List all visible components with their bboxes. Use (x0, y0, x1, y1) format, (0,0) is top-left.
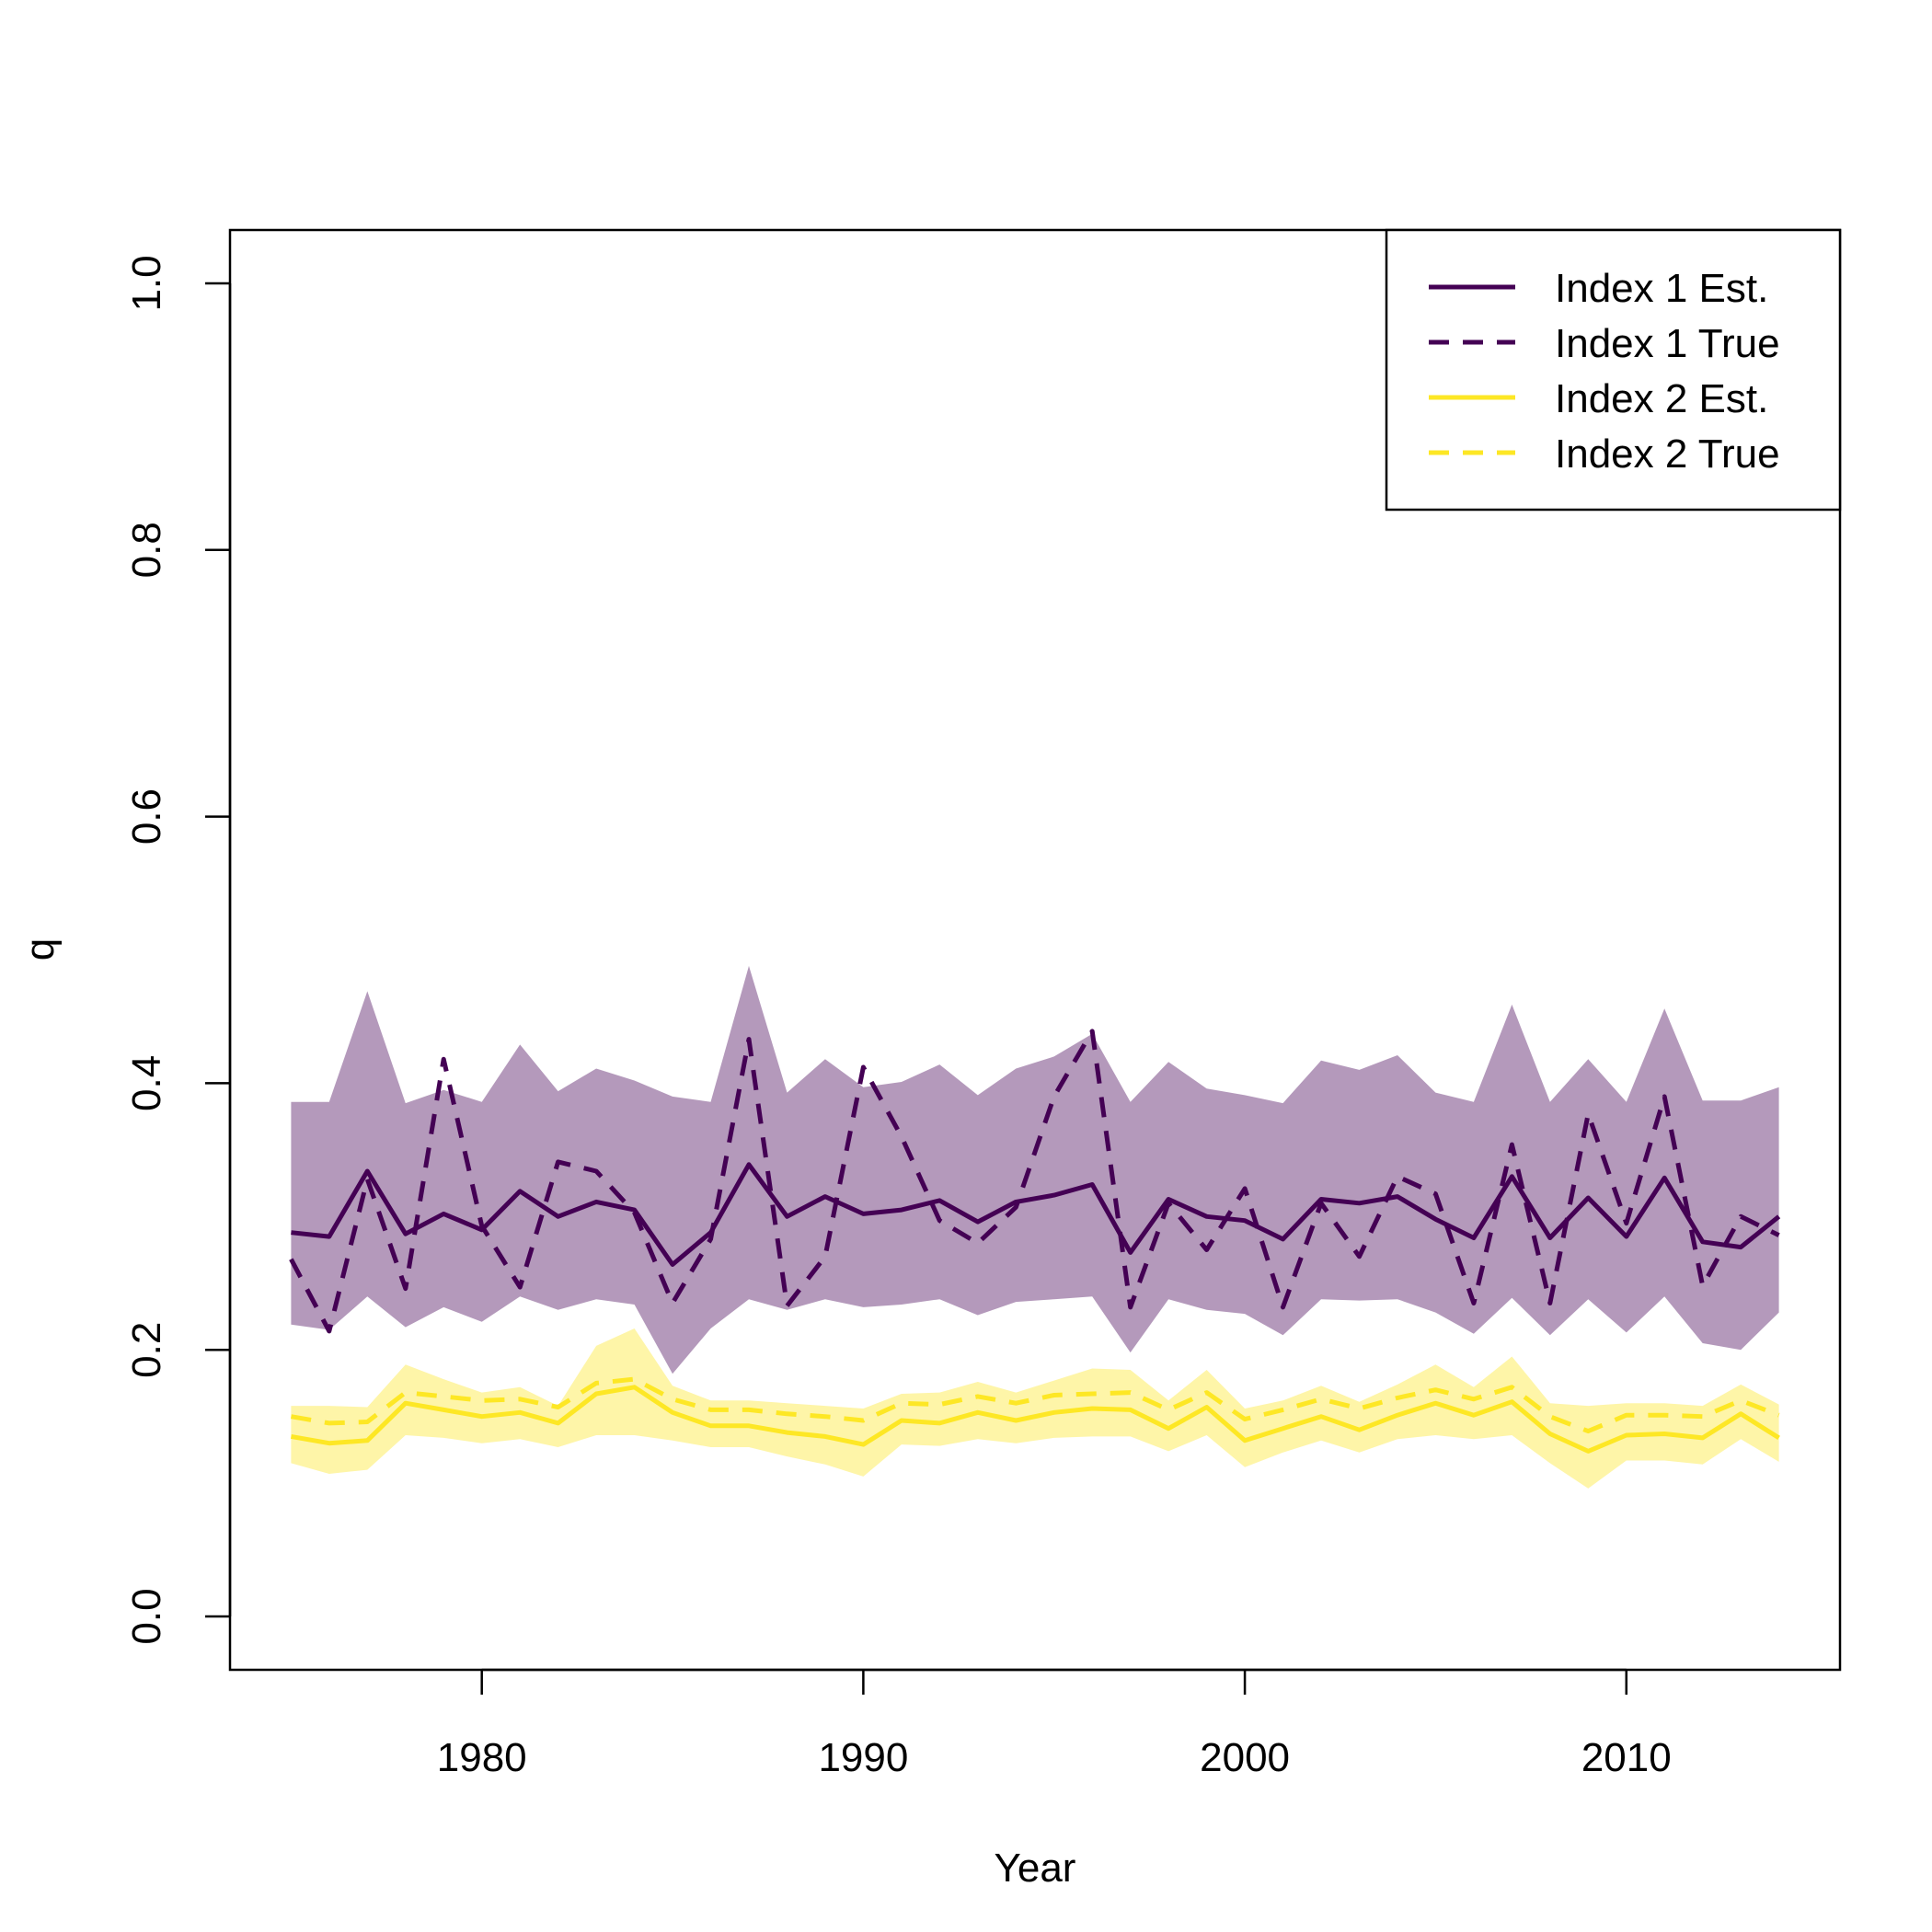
confidence-bands (291, 965, 1779, 1489)
y-tick-label: 0.0 (124, 1588, 169, 1644)
legend-label: Index 1 True (1555, 321, 1780, 366)
series-line-2 (289, 1029, 1780, 1334)
y-axis-title: q (17, 938, 63, 960)
x-tick-label: 2000 (1200, 1735, 1290, 1780)
legend: Index 1 Est. Index 1 True Index 2 Est. Inde… (1385, 228, 1842, 512)
series-line-1 (291, 1162, 1781, 1267)
confidence-band-1 (291, 965, 1779, 1374)
y-tick-label: 0.6 (124, 788, 169, 845)
legend-label: Index 1 Est. (1555, 266, 1768, 311)
legend-label: Index 2 Est. (1555, 376, 1768, 421)
y-tick-label: 1.0 (124, 255, 169, 311)
legend-box (1385, 228, 1842, 512)
x-tick-label: 1980 (437, 1735, 527, 1780)
legend-label: Index 2 True (1555, 431, 1780, 477)
y-tick-label: 0.4 (124, 1055, 169, 1111)
y-tick-label: 0.8 (124, 522, 169, 578)
y-tick-label: 0.2 (124, 1322, 169, 1378)
confidence-band-2 (291, 1328, 1779, 1489)
x-axis-title: Year (995, 1846, 1076, 1891)
series-line-4 (290, 1376, 1780, 1434)
x-axis: 1980 1990 2000 2010 (437, 1668, 1672, 1780)
x-tick-label: 1990 (818, 1735, 908, 1780)
y-axis: 0.0 0.2 0.4 0.6 0.8 1.0 (124, 255, 232, 1645)
x-tick-label: 2010 (1581, 1735, 1672, 1780)
series-line-3 (290, 1385, 1780, 1454)
series-lines (289, 1029, 1781, 1454)
